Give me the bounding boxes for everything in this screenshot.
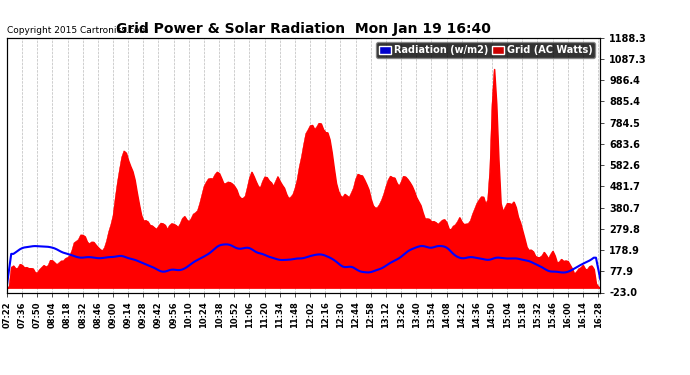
Text: Copyright 2015 Cartronics.com: Copyright 2015 Cartronics.com xyxy=(7,26,148,35)
Title: Grid Power & Solar Radiation  Mon Jan 19 16:40: Grid Power & Solar Radiation Mon Jan 19 … xyxy=(116,22,491,36)
Legend: Radiation (w/m2), Grid (AC Watts): Radiation (w/m2), Grid (AC Watts) xyxy=(377,42,595,58)
